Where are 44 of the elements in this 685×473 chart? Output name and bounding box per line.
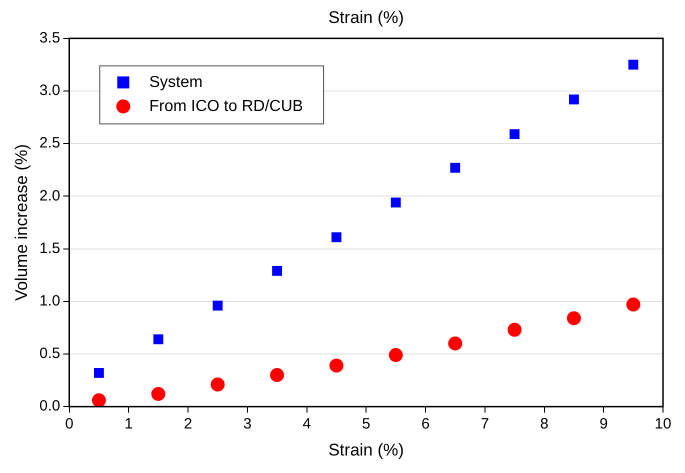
y-tick-label: 1.5 [39,240,60,257]
y-tick-label: 1.0 [39,292,60,310]
x-tick-label: 6 [421,416,430,433]
x-tick-label: 10 [654,416,672,433]
x-tick-label: 7 [480,416,490,433]
point [510,129,520,140]
point [568,94,579,104]
point [566,311,581,326]
x-tick-label: 2 [184,416,192,433]
x-tick-label: 0 [65,416,74,433]
y-tick-label: 0.0 [39,398,60,415]
x-tick-label: 5 [362,416,370,433]
point [272,266,282,276]
point [388,348,403,362]
point [390,198,401,208]
x-tick-label: 4 [302,416,311,433]
x-tick-label: 8 [540,416,548,433]
point [153,334,164,344]
x-axis-title: Strain (%) [328,440,404,460]
point [628,60,638,70]
point [450,162,460,173]
point [626,298,640,312]
x-tick-label: 1 [124,416,133,433]
point [212,300,223,311]
y-axis-title: Volume increase (%) [12,144,31,301]
point [331,232,342,242]
y-tick-label: 3.5 [39,30,60,47]
point [210,378,225,392]
point [270,368,284,382]
legend-label: From ICO to RD/CUB [149,98,304,115]
x2-axis-title: Strain (%) [328,8,404,27]
point [94,368,104,378]
point [92,393,106,407]
point [508,322,522,337]
x-tick-label: 9 [599,416,608,433]
y-tick-label: 3.0 [39,82,60,100]
y-tick-label: 2.5 [39,134,60,152]
y-tick-label: 0.5 [39,345,60,362]
legend-label: System [149,74,203,91]
point [151,386,166,401]
x-tick-label: 3 [243,416,252,433]
point [329,358,344,373]
point [448,336,462,350]
y-tick-label: 2.0 [39,187,60,204]
